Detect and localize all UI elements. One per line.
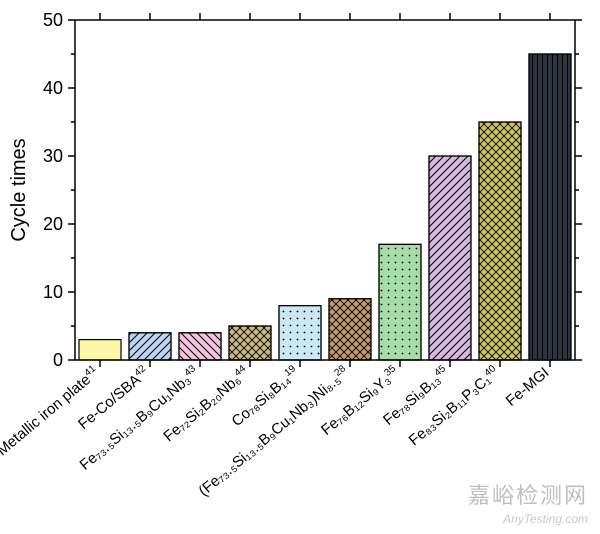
bar <box>79 340 121 360</box>
x-category-label: Fe-MGI <box>503 364 553 410</box>
x-category-label: Fe₈₃Si₂B₁₁P₃C₁40 <box>405 363 503 449</box>
y-tick-label: 0 <box>53 350 63 370</box>
y-tick-label: 50 <box>43 10 63 30</box>
cycle-times-bar-chart: 01020304050Cycle timesMetallic iron plat… <box>0 0 600 534</box>
y-tick-label: 30 <box>43 146 63 166</box>
y-tick-label: 10 <box>43 282 63 302</box>
x-category-label: Fe₇₂Si₂B₂₀Nb₆44 <box>160 363 253 445</box>
y-tick-label: 20 <box>43 214 63 234</box>
y-tick-label: 40 <box>43 78 63 98</box>
y-axis-title: Cycle times <box>8 138 30 241</box>
